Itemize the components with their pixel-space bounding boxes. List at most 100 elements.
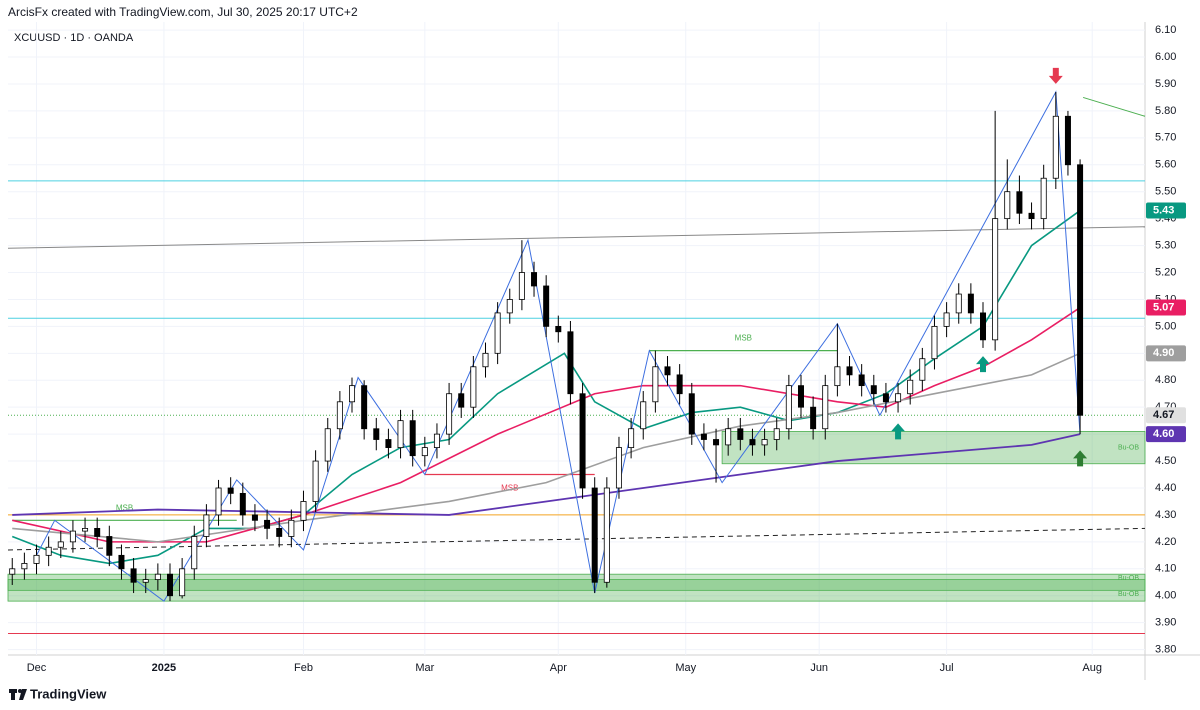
candle-body	[57, 541, 64, 548]
candle-body	[21, 563, 28, 570]
price-label: 4.67	[1153, 409, 1174, 421]
candle-body	[785, 385, 792, 430]
candle-body	[737, 428, 744, 440]
candle-body	[276, 528, 283, 537]
candle-body	[518, 272, 525, 300]
candle-body	[652, 366, 659, 403]
x-tick-label: Feb	[294, 662, 313, 674]
candle-body	[470, 366, 477, 408]
candle-body	[858, 374, 865, 387]
candle-body	[725, 428, 732, 446]
candle-body	[45, 546, 52, 556]
candle-body	[810, 406, 817, 430]
candle-body	[482, 352, 489, 368]
x-tick-label: Mar	[415, 662, 434, 674]
indicator-line	[36, 90, 1081, 602]
signal-arrow	[1048, 67, 1063, 84]
candle-body	[700, 433, 707, 440]
candle-body	[567, 331, 574, 395]
candle-body	[797, 385, 804, 408]
candle-body	[179, 568, 186, 597]
price-label: 5.07	[1153, 301, 1174, 313]
candle-body	[713, 439, 720, 446]
candle-body	[688, 393, 695, 435]
candle-body	[579, 393, 586, 489]
y-tick-label: 5.90	[1155, 78, 1176, 90]
y-tick-label: 6.00	[1155, 51, 1176, 63]
price-label-bg	[1146, 299, 1186, 316]
y-tick-label: 4.00	[1155, 590, 1176, 602]
candle-body	[300, 501, 307, 521]
msb-label: MSB	[116, 503, 133, 512]
candle-body	[628, 428, 635, 448]
candle-body	[69, 530, 76, 543]
y-tick-label: 4.80	[1155, 374, 1176, 386]
candle-body	[967, 293, 974, 314]
candle-body	[203, 514, 210, 537]
candle-body	[531, 272, 538, 287]
signal-arrow	[976, 356, 991, 373]
y-tick-label: 5.30	[1155, 239, 1176, 251]
signal-arrow	[1073, 450, 1088, 467]
zone-label: Bu-OB	[1118, 575, 1139, 582]
candle-body	[239, 492, 246, 516]
candle-body	[603, 487, 610, 583]
candle-body	[955, 293, 962, 314]
y-tick-label: 3.90	[1155, 617, 1176, 629]
x-tick-label: Dec	[27, 662, 47, 674]
y-tick-label: 4.20	[1155, 536, 1176, 548]
price-label-bg	[1146, 345, 1186, 362]
order-block	[7, 579, 1146, 602]
y-tick-label: 5.20	[1155, 266, 1176, 278]
candle-body	[373, 428, 380, 440]
candle-body	[1064, 115, 1071, 166]
candle-body	[1004, 191, 1011, 220]
x-tick-label: Apr	[550, 662, 567, 674]
candle-body	[822, 385, 829, 430]
zone-label: Bu-OB	[1118, 444, 1139, 451]
y-tick-label: 4.50	[1155, 455, 1176, 467]
candle-body	[543, 285, 550, 327]
level-line	[7, 527, 1146, 551]
candle-body	[494, 312, 501, 354]
candle-body	[118, 554, 125, 570]
candle-body	[130, 568, 137, 583]
candle-body	[1040, 177, 1047, 220]
candle-body	[288, 519, 295, 537]
y-tick-label: 4.30	[1155, 509, 1176, 521]
candle-body	[264, 519, 271, 529]
candle-body	[433, 433, 440, 448]
candle-body	[9, 568, 16, 575]
y-tick-label: 5.50	[1155, 186, 1176, 198]
x-tick-label: 2025	[152, 662, 176, 674]
candle-body	[349, 385, 356, 403]
price-label: 5.43	[1153, 204, 1174, 216]
candle-body	[907, 379, 914, 395]
candle-body	[154, 573, 161, 580]
y-tick-label: 5.00	[1155, 320, 1176, 332]
candle-body	[191, 536, 198, 570]
candle-body	[992, 218, 999, 341]
candle-body	[834, 366, 841, 387]
x-tick-label: Aug	[1082, 662, 1102, 674]
y-tick-label: 6.10	[1155, 24, 1176, 36]
y-tick-label: 5.60	[1155, 159, 1176, 171]
msb-label: MSB	[501, 484, 518, 493]
candle-body	[397, 420, 404, 448]
candle-body	[1052, 115, 1059, 179]
candle-body	[555, 325, 562, 333]
candle-body	[361, 385, 368, 430]
level-line	[1082, 96, 1146, 117]
candle-body	[943, 312, 950, 327]
x-tick-label: May	[675, 662, 696, 674]
candle-body	[919, 358, 926, 381]
tv-logo	[9, 689, 27, 700]
brand: TradingView	[30, 686, 107, 701]
candle-body	[385, 439, 392, 448]
candle-body	[166, 573, 173, 597]
candle-body	[640, 401, 647, 430]
candle-body	[215, 487, 222, 516]
candle-body	[33, 554, 40, 564]
y-tick-label: 5.70	[1155, 132, 1176, 144]
